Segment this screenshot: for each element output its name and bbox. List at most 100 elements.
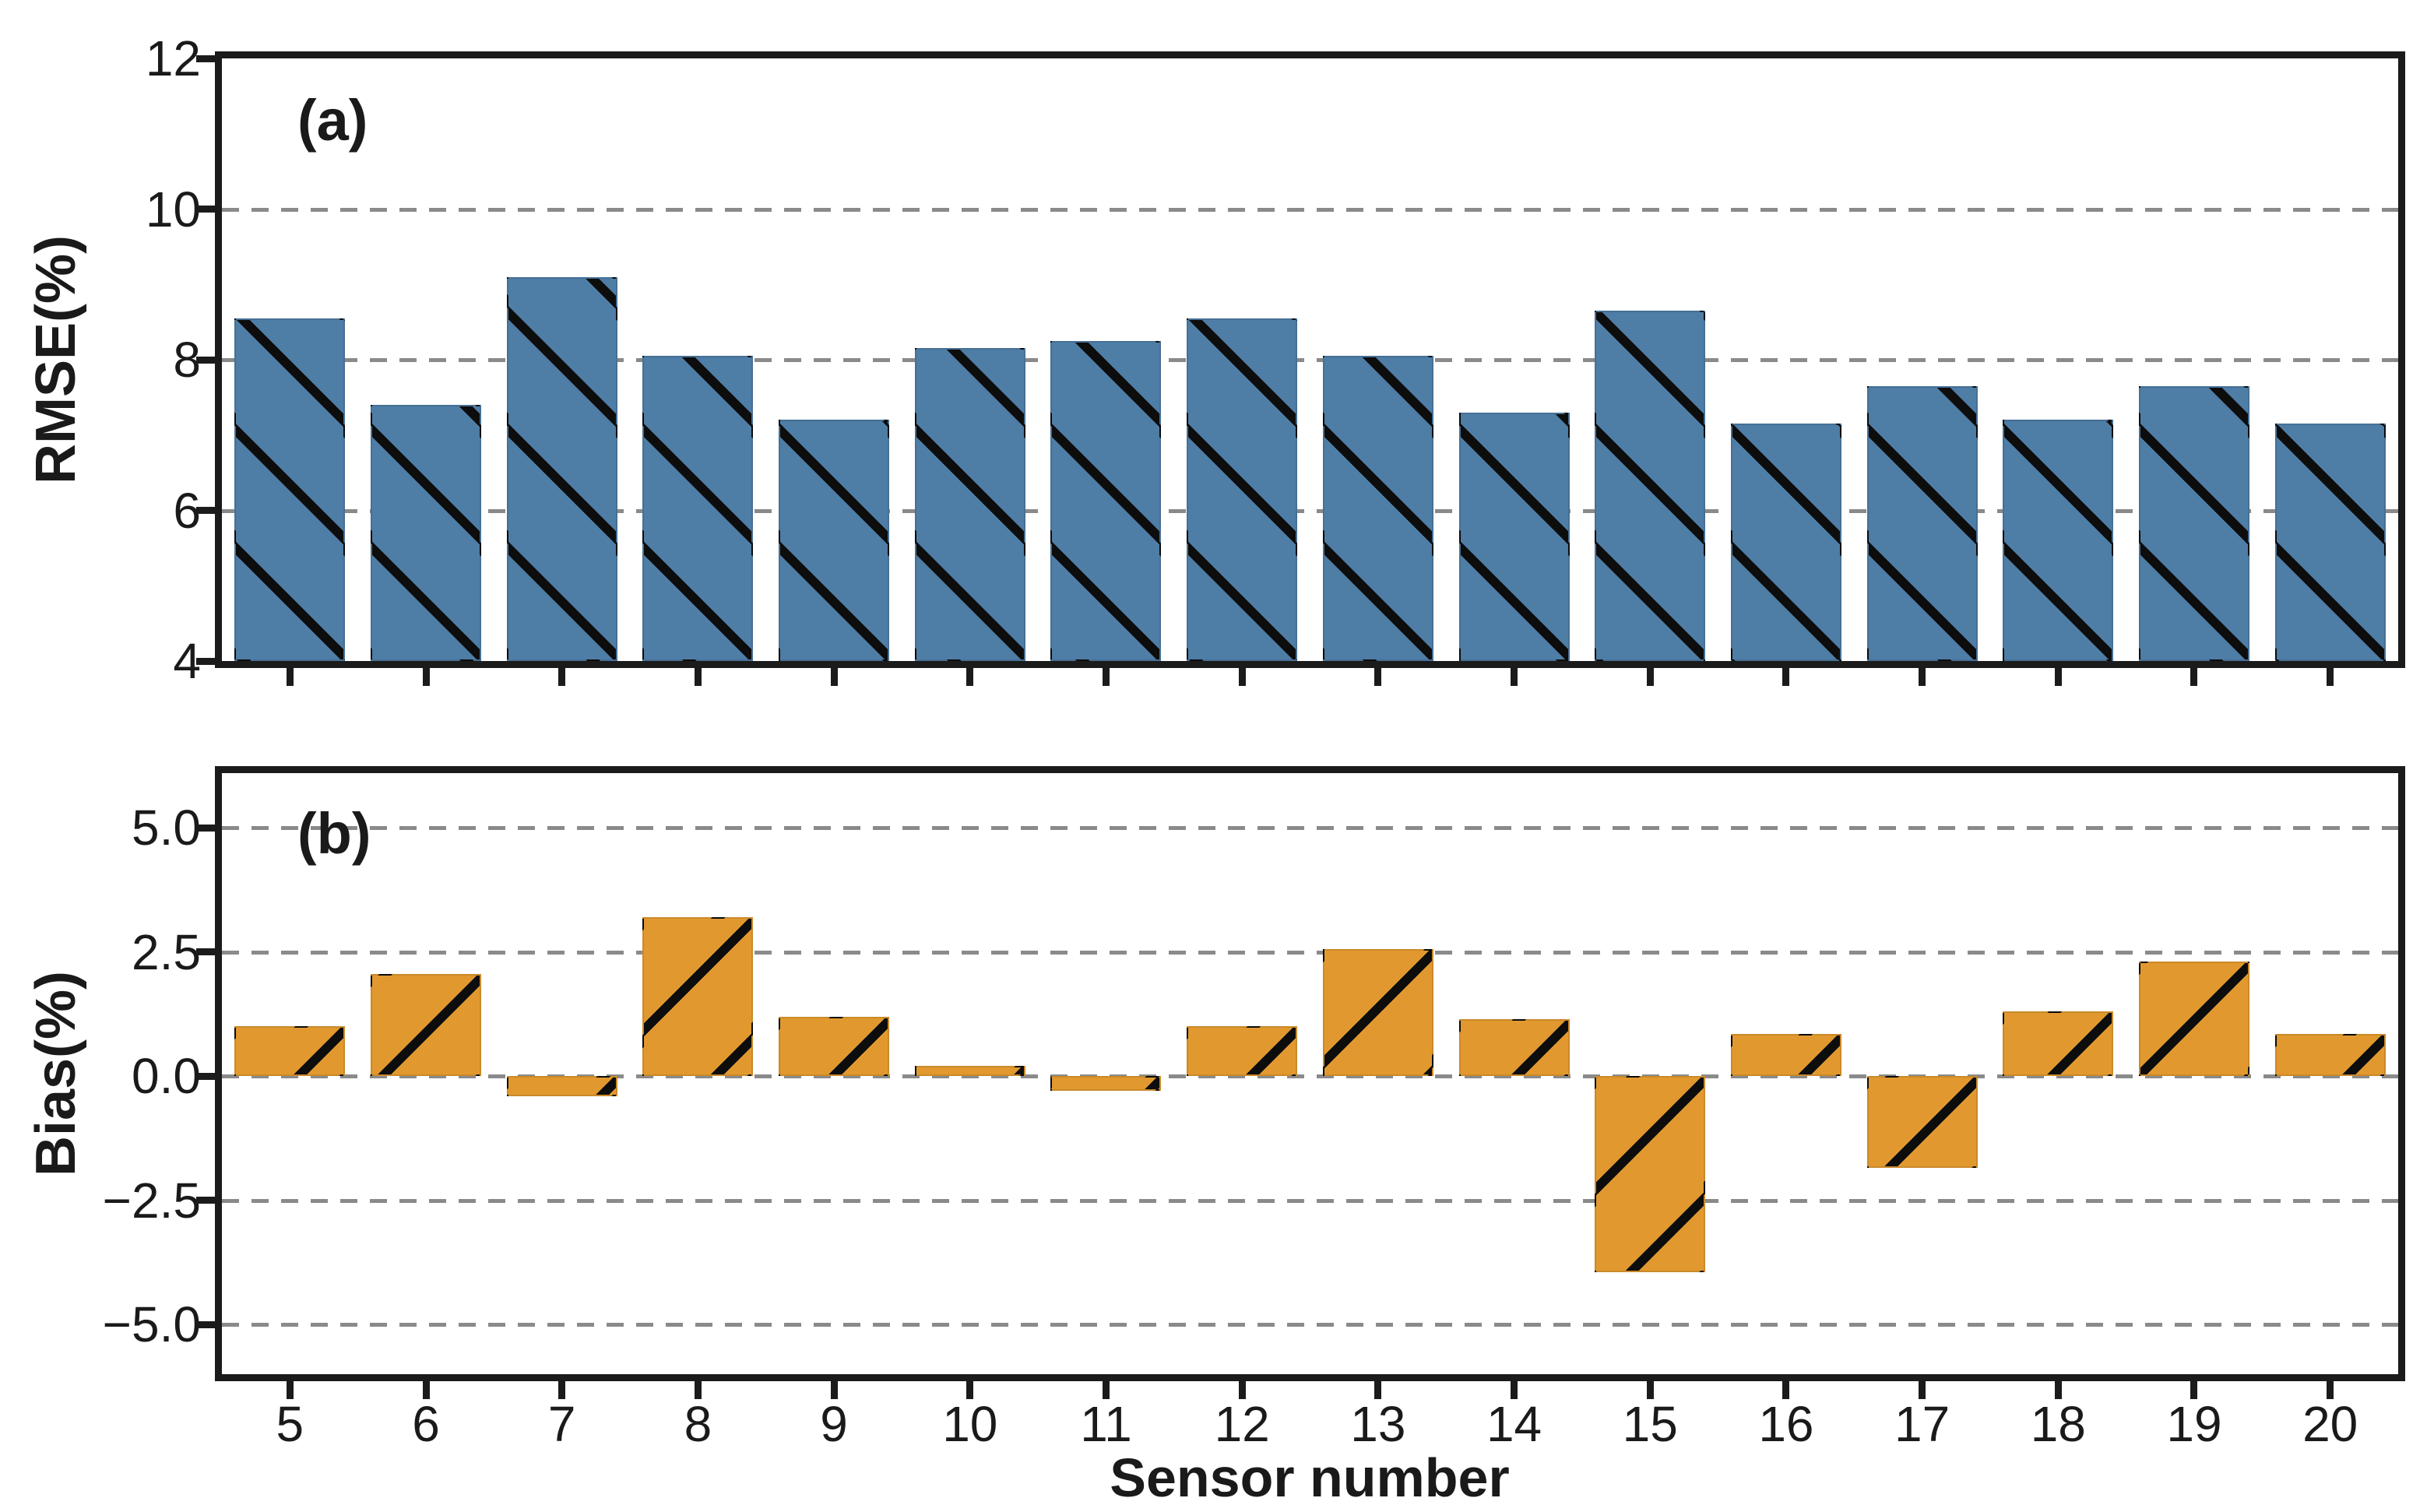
- x-tick-mark: [1782, 664, 1790, 686]
- x-tick-mark: [830, 1377, 838, 1399]
- x-tick-mark: [1238, 1377, 1246, 1399]
- x-tick-mark: [694, 664, 702, 686]
- x-tick-mark: [1102, 664, 1110, 686]
- x-tick-label-17: 17: [1894, 1396, 1950, 1452]
- x-tick-label-14: 14: [1486, 1396, 1542, 1452]
- bar-sensor-7: [506, 1076, 617, 1096]
- x-tick-mark: [1374, 1377, 1382, 1399]
- panel-b-label: (b): [297, 801, 371, 866]
- panel-a-frame: [215, 51, 2405, 668]
- x-tick-label-9: 9: [820, 1396, 848, 1452]
- y-tick-label: 2.5: [132, 923, 201, 980]
- bar-sensor-10: [914, 348, 1025, 661]
- bar-sensor-17: [1866, 385, 1978, 661]
- x-tick-label-20: 20: [2302, 1396, 2358, 1452]
- y-tick-mark: [196, 948, 218, 956]
- panel-a-label: (a): [297, 88, 368, 153]
- bar-sensor-14: [1458, 1018, 1570, 1077]
- gridline-5: [222, 826, 2398, 831]
- x-tick-mark: [2054, 664, 2062, 686]
- gridline-0: [222, 1074, 2398, 1079]
- y-tick-label: 10: [145, 181, 201, 237]
- bar-sensor-11: [1050, 340, 1162, 661]
- bar-sensor-18: [2003, 1011, 2114, 1077]
- bar-sensor-19: [2138, 385, 2249, 661]
- bar-sensor-9: [779, 420, 890, 661]
- bar-sensor-20: [2274, 1033, 2386, 1077]
- x-tick-label-7: 7: [547, 1396, 576, 1452]
- bar-sensor-6: [371, 974, 482, 1077]
- bar-sensor-11: [1050, 1076, 1162, 1092]
- x-tick-mark: [694, 1377, 702, 1399]
- x-tick-label-5: 5: [276, 1396, 304, 1452]
- x-tick-mark: [558, 664, 566, 686]
- y-tick-label: −2.5: [102, 1172, 201, 1229]
- y-tick-mark: [196, 1072, 218, 1080]
- x-tick-mark: [422, 1377, 430, 1399]
- y-tick-label: 0.0: [132, 1048, 201, 1105]
- panel-b-frame: [215, 766, 2405, 1381]
- y-tick-mark: [196, 507, 218, 514]
- x-tick-label-18: 18: [2030, 1396, 2086, 1452]
- bar-sensor-8: [642, 917, 754, 1077]
- y-tick-mark: [196, 1320, 218, 1328]
- x-tick-mark: [830, 664, 838, 686]
- x-tick-mark: [286, 664, 294, 686]
- x-tick-mark: [1511, 1377, 1518, 1399]
- bar-sensor-6: [371, 405, 482, 661]
- x-tick-mark: [422, 664, 430, 686]
- bar-sensor-13: [1322, 356, 1433, 661]
- bar-sensor-8: [642, 356, 754, 661]
- bar-sensor-15: [1595, 1076, 1706, 1273]
- x-tick-label-12: 12: [1214, 1396, 1270, 1452]
- x-tick-label-15: 15: [1622, 1396, 1678, 1452]
- gridline-2.5: [222, 950, 2398, 955]
- x-tick-label-6: 6: [412, 1396, 440, 1452]
- x-tick-mark: [2190, 664, 2198, 686]
- y-tick-mark: [196, 356, 218, 364]
- bar-sensor-12: [1187, 318, 1298, 661]
- gridline-10: [222, 207, 2398, 212]
- y-tick-label: 12: [145, 30, 201, 86]
- y-tick-mark: [196, 824, 218, 832]
- y-tick-label: 6: [173, 482, 201, 539]
- bar-sensor-18: [2003, 420, 2114, 661]
- x-tick-mark: [2327, 664, 2334, 686]
- x-tick-mark: [1646, 1377, 1654, 1399]
- gridline--5: [222, 1323, 2398, 1327]
- bar-sensor-16: [1730, 1033, 1841, 1077]
- bar-sensor-12: [1187, 1026, 1298, 1077]
- bar-sensor-10: [914, 1066, 1025, 1077]
- bar-sensor-5: [234, 318, 346, 661]
- x-tick-mark: [2327, 1377, 2334, 1399]
- x-tick-mark: [1646, 664, 1654, 686]
- x-tick-mark: [1919, 1377, 1926, 1399]
- x-tick-mark: [2054, 1377, 2062, 1399]
- y-tick-label: 4: [173, 633, 201, 689]
- bar-sensor-17: [1866, 1076, 1978, 1169]
- gridline-8: [222, 358, 2398, 362]
- y-tick-mark: [196, 657, 218, 665]
- x-tick-mark: [1919, 664, 1926, 686]
- gridline--2.5: [222, 1198, 2398, 1203]
- x-tick-label-13: 13: [1350, 1396, 1406, 1452]
- x-tick-label-16: 16: [1758, 1396, 1814, 1452]
- x-tick-mark: [966, 1377, 974, 1399]
- bar-sensor-14: [1458, 412, 1570, 661]
- y-tick-mark: [196, 206, 218, 213]
- x-tick-mark: [558, 1377, 566, 1399]
- y-tick-label: −5.0: [102, 1296, 201, 1353]
- x-tick-label-19: 19: [2166, 1396, 2222, 1452]
- x-tick-label-10: 10: [942, 1396, 998, 1452]
- x-tick-mark: [1102, 1377, 1110, 1399]
- y-tick-label: 5.0: [132, 800, 201, 856]
- bar-sensor-19: [2138, 962, 2249, 1077]
- bar-sensor-7: [506, 276, 617, 661]
- x-tick-mark: [286, 1377, 294, 1399]
- bar-sensor-5: [234, 1026, 346, 1077]
- x-tick-label-11: 11: [1080, 1396, 1132, 1452]
- bar-sensor-15: [1595, 311, 1706, 661]
- y-tick-label: 8: [173, 332, 201, 388]
- x-tick-mark: [1782, 1377, 1790, 1399]
